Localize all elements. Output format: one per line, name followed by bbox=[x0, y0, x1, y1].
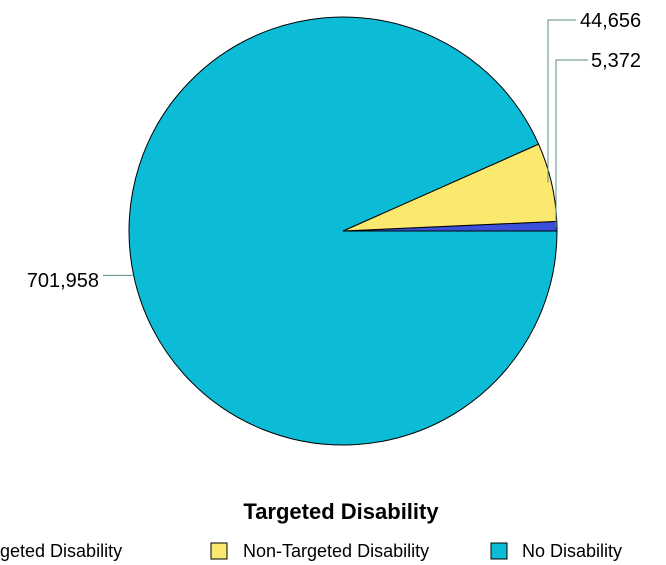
leader-line-targeted-disability bbox=[555, 59, 588, 227]
leader-lines-layer bbox=[103, 19, 588, 276]
data-label-non-targeted-disability: 44,656 bbox=[580, 10, 641, 32]
legend-item-no-disability: No Disability bbox=[490, 541, 622, 561]
legend-title: Targeted Disability bbox=[243, 499, 439, 524]
legend-swatch-no-disability bbox=[490, 542, 508, 560]
legend-label-no-disability: No Disability bbox=[522, 541, 622, 561]
legend-item-non-targeted-disability: Non-Targeted Disability bbox=[210, 541, 429, 561]
data-label-no-disability: 701,958 bbox=[27, 270, 99, 292]
pie-slice-no-disability bbox=[128, 16, 558, 446]
legend-swatch-non-targeted-disability bbox=[210, 542, 228, 560]
legend: Targeted Disability Targeted Disability N… bbox=[0, 499, 622, 561]
legend-label-non-targeted-disability: Non-Targeted Disability bbox=[243, 541, 429, 561]
slices-layer bbox=[128, 16, 558, 446]
data-labels-layer: 5,372 44,656 701,958 bbox=[27, 10, 641, 292]
leader-line-non-targeted-disability bbox=[547, 19, 576, 183]
data-label-targeted-disability: 5,372 bbox=[591, 50, 641, 72]
legend-item-targeted-disability: Targeted Disability bbox=[0, 541, 122, 561]
legend-label-targeted-disability: Targeted Disability bbox=[0, 541, 122, 561]
